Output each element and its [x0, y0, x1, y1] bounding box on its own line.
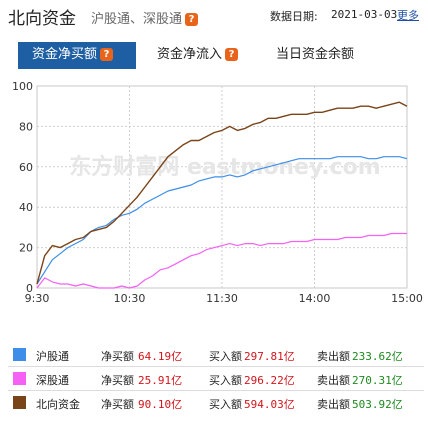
date-value: 2021-03-03 [331, 8, 398, 21]
x-tick-label: 10:30 [114, 292, 146, 305]
buy-label: 买入额 [209, 374, 242, 387]
header: 北向资金 沪股通、深股通? 数据日期: 2021-03-03 更多 [0, 0, 428, 32]
x-tick-label: 9:30 [25, 292, 50, 305]
sell-value: 233.62亿 [352, 350, 403, 363]
legend-row: 沪股通 净买额 64.19亿 买入额 297.81亿 卖出额 233.62亿 [8, 344, 424, 366]
buy-value: 594.03亿 [244, 398, 295, 411]
legend-separator [8, 390, 424, 391]
legend-separator [8, 366, 424, 367]
legend-name: 沪股通 [36, 350, 69, 363]
y-tick-label: 40 [19, 201, 33, 214]
tab-balance-label: 当日资金余额 [276, 47, 355, 62]
net-label: 净买额 [101, 374, 134, 387]
question-icon[interactable]: ? [100, 48, 114, 61]
question-icon[interactable]: ? [185, 13, 199, 26]
legend-name: 北向资金 [36, 398, 80, 411]
y-tick-label: 80 [19, 120, 33, 133]
legend-swatch [13, 372, 26, 385]
y-tick-label: 60 [19, 161, 33, 174]
tab-bar: 资金净买额? 资金净流入? 当日资金余额 [0, 42, 428, 68]
buy-label: 买入额 [209, 350, 242, 363]
subtitle-text: 沪股通、深股通 [91, 12, 183, 27]
sell-value: 270.31亿 [352, 374, 403, 387]
sell-label: 卖出额 [317, 374, 350, 387]
date-label: 数据日期: [270, 10, 318, 23]
tab-net-buy-label: 资金净买额 [32, 47, 98, 62]
net-value: 64.19亿 [138, 350, 183, 363]
net-label: 净买额 [101, 398, 134, 411]
y-tick-label: 100 [12, 80, 33, 93]
series-line-1 [36, 232, 407, 289]
question-icon[interactable]: ? [225, 48, 239, 61]
tab-balance[interactable]: 当日资金余额 [276, 42, 354, 68]
tab-underline [18, 66, 136, 69]
x-tick-label: 14:00 [299, 292, 331, 305]
series-line-2 [36, 101, 408, 285]
sell-label: 卖出额 [317, 350, 350, 363]
y-tick-label: 20 [19, 242, 33, 255]
legend-swatch [13, 348, 26, 361]
x-tick-label: 11:30 [206, 292, 238, 305]
y-tick-label: 0 [26, 282, 33, 295]
legend-swatch [13, 396, 26, 409]
net-label: 净买额 [101, 350, 134, 363]
legend-row: 深股通 净买额 25.91亿 买入额 296.22亿 卖出额 270.31亿 [8, 368, 424, 390]
legend-row: 北向资金 净买额 90.10亿 买入额 594.03亿 卖出额 503.92亿 [8, 392, 424, 414]
buy-label: 买入额 [209, 398, 242, 411]
page-subtitle: 沪股通、深股通? [91, 8, 199, 27]
series-line-0 [36, 156, 408, 285]
sell-label: 卖出额 [317, 398, 350, 411]
tab-net-inflow-label: 资金净流入 [157, 47, 223, 62]
buy-value: 297.81亿 [244, 350, 295, 363]
page-title: 北向资金 [8, 9, 76, 29]
legend-name: 深股通 [36, 374, 69, 387]
x-tick-label: 15:00 [391, 292, 423, 305]
more-link[interactable]: 更多 [397, 9, 419, 22]
buy-value: 296.22亿 [244, 374, 295, 387]
tab-net-buy[interactable]: 资金净买额? [18, 42, 136, 68]
net-value: 25.91亿 [138, 374, 183, 387]
net-value: 90.10亿 [138, 398, 183, 411]
sell-value: 503.92亿 [352, 398, 403, 411]
tab-net-inflow[interactable]: 资金净流入? [157, 42, 239, 68]
